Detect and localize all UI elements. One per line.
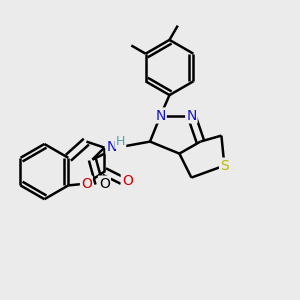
Text: H: H [116, 135, 125, 148]
Text: N: N [155, 109, 166, 122]
Text: O: O [122, 174, 133, 188]
Text: S: S [220, 159, 229, 172]
Text: N: N [106, 140, 117, 154]
Text: O: O [99, 177, 110, 190]
Text: O: O [81, 177, 92, 190]
Text: N: N [186, 109, 197, 122]
